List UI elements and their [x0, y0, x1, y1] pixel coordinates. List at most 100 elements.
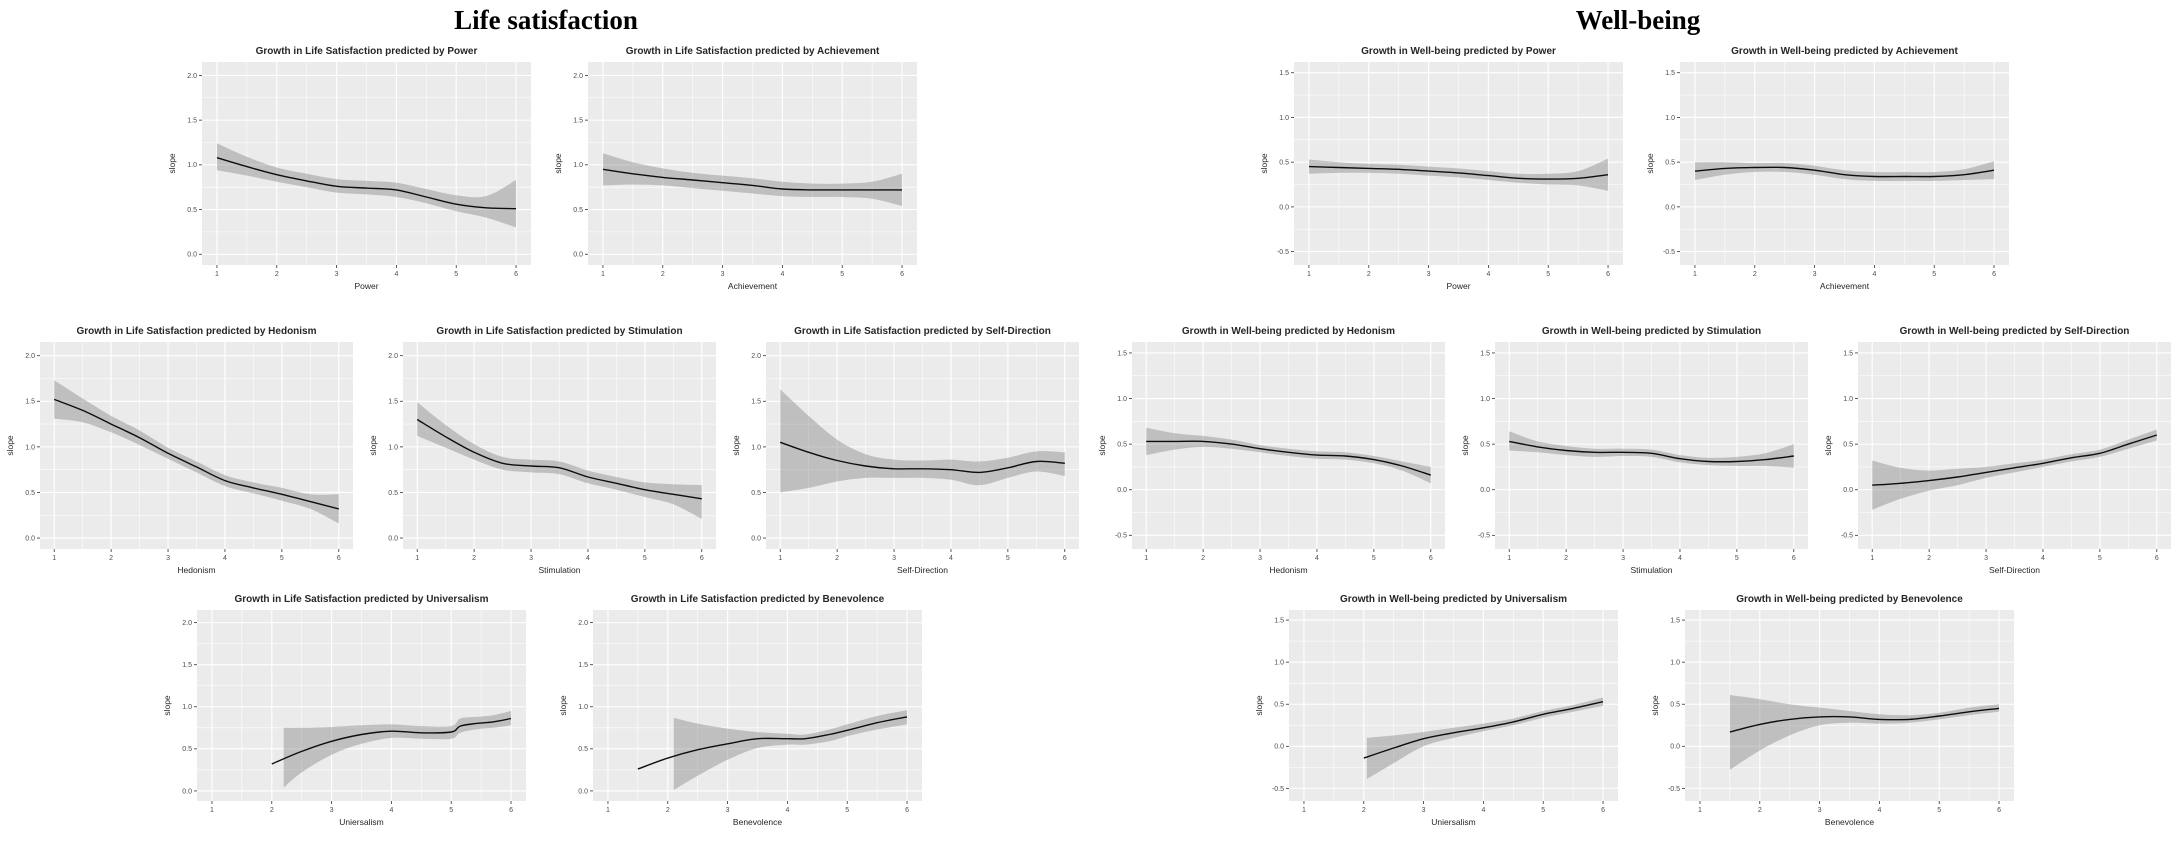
- plot-wb-self-direction: 1 2 3 4 5 6 -0.5 0.0 0.5 1.0 1.5 Growth in Well-bei…: [1822, 322, 2180, 582]
- svg-text:slope: slope: [1650, 695, 1660, 716]
- svg-text:2: 2: [835, 555, 839, 562]
- svg-text:4: 4: [1486, 271, 1490, 278]
- svg-text:Power: Power: [354, 281, 378, 291]
- svg-text:5: 5: [1932, 271, 1936, 278]
- svg-text:5: 5: [845, 807, 849, 814]
- svg-text:6: 6: [1601, 807, 1605, 814]
- svg-text:2: 2: [1564, 555, 1568, 562]
- svg-text:Growth in Life Satisfaction pr: Growth in Life Satisfaction predicted by…: [76, 326, 316, 337]
- chart-svg: 1 2 3 4 5 6 -0.5 0.0 0.5 1.0 1.5 Growth in Well-bei…: [1823, 326, 2171, 575]
- svg-text:slope: slope: [368, 435, 378, 456]
- svg-text:0.5: 0.5: [1274, 702, 1284, 709]
- svg-text:5: 5: [1541, 807, 1545, 814]
- svg-text:1.0: 1.0: [182, 704, 192, 711]
- svg-text:4: 4: [780, 271, 784, 278]
- svg-text:4: 4: [1872, 271, 1876, 278]
- svg-text:1: 1: [215, 271, 219, 278]
- svg-text:6: 6: [1992, 271, 1996, 278]
- svg-text:6: 6: [1792, 555, 1796, 562]
- svg-text:0.5: 0.5: [578, 746, 588, 753]
- svg-text:6: 6: [1063, 555, 1067, 562]
- svg-text:3: 3: [1813, 271, 1817, 278]
- svg-text:1.5: 1.5: [573, 118, 583, 125]
- svg-text:Stimulation: Stimulation: [1630, 565, 1672, 575]
- svg-text:Growth in Life Satisfaction pr: Growth in Life Satisfaction predicted by…: [436, 326, 682, 337]
- svg-text:3: 3: [529, 555, 533, 562]
- plot-row: 1 2 3 4 5 6 0.0 0.5 1.0 1.5 2.0 Growth in Life Sati…: [161, 590, 931, 834]
- svg-text:5: 5: [1937, 807, 1941, 814]
- svg-text:4: 4: [785, 807, 789, 814]
- svg-text:2: 2: [275, 271, 279, 278]
- svg-text:-0.5: -0.5: [1478, 533, 1490, 540]
- svg-text:6: 6: [1429, 555, 1433, 562]
- svg-text:5: 5: [449, 807, 453, 814]
- svg-text:1.5: 1.5: [751, 399, 761, 406]
- svg-text:0.0: 0.0: [1843, 487, 1853, 494]
- svg-text:0.5: 0.5: [573, 207, 583, 214]
- svg-text:3: 3: [1818, 807, 1822, 814]
- svg-text:-0.5: -0.5: [1115, 533, 1127, 540]
- svg-text:Growth in Well-being predicted: Growth in Well-being predicted by Self-D…: [1900, 326, 2130, 337]
- svg-text:1.0: 1.0: [1670, 660, 1680, 667]
- svg-text:2: 2: [1367, 271, 1371, 278]
- svg-text:1: 1: [415, 555, 419, 562]
- svg-text:Growth in Well-being predicted: Growth in Well-being predicted by Benevo…: [1736, 594, 1963, 605]
- svg-text:5: 5: [280, 555, 284, 562]
- svg-text:0.0: 0.0: [573, 252, 583, 259]
- plot-ls-power: 1 2 3 4 5 6 0.0 0.5 1.0 1.5 2.0 Growth in Life Sati…: [166, 42, 540, 298]
- svg-text:slope: slope: [731, 435, 741, 456]
- svg-text:5: 5: [643, 555, 647, 562]
- svg-text:3: 3: [1422, 807, 1426, 814]
- svg-text:0.0: 0.0: [1117, 487, 1127, 494]
- svg-text:6: 6: [1606, 271, 1610, 278]
- svg-text:6: 6: [2155, 555, 2159, 562]
- svg-text:0.5: 0.5: [1480, 442, 1490, 449]
- svg-text:0.5: 0.5: [388, 490, 398, 497]
- svg-text:slope: slope: [1097, 435, 1107, 456]
- svg-text:-0.5: -0.5: [1272, 786, 1284, 793]
- svg-text:5: 5: [1006, 555, 1010, 562]
- svg-text:slope: slope: [162, 695, 172, 716]
- svg-text:Growth in Life Satisfaction pr: Growth in Life Satisfaction predicted by…: [794, 326, 1051, 337]
- svg-text:1.5: 1.5: [1843, 350, 1853, 357]
- svg-text:Growth in Well-being predicted: Growth in Well-being predicted by Hedoni…: [1182, 326, 1395, 337]
- panel-title-well-being: Well-being: [1575, 5, 1701, 35]
- svg-text:6: 6: [337, 555, 341, 562]
- svg-text:Stimulation: Stimulation: [538, 565, 580, 575]
- svg-text:1: 1: [1144, 555, 1148, 562]
- svg-text:Growth in Well-being predicted: Growth in Well-being predicted by Achiev…: [1731, 46, 1958, 57]
- panel-life-satisfaction: Life satisfaction 1 2 3 4 5 6 0.0 0.5 1.0 1.5 2.0 G…: [4, 5, 1088, 834]
- svg-text:1.5: 1.5: [1665, 70, 1675, 77]
- chart-svg: 1 2 3 4 5 6 -0.5 0.0 0.5 1.0 1.5 Growth in Well-bei…: [1460, 326, 1808, 575]
- svg-text:Growth in Life Satisfaction pr: Growth in Life Satisfaction predicted by…: [631, 594, 885, 605]
- svg-text:Power: Power: [1446, 281, 1470, 291]
- svg-text:0.0: 0.0: [182, 788, 192, 795]
- svg-text:0.0: 0.0: [1665, 204, 1675, 211]
- svg-text:Self-Direction: Self-Direction: [1989, 565, 2040, 575]
- svg-text:4: 4: [1315, 555, 1319, 562]
- svg-text:2: 2: [109, 555, 113, 562]
- svg-text:1.0: 1.0: [388, 444, 398, 451]
- svg-text:-0.5: -0.5: [1668, 786, 1680, 793]
- svg-text:Uniersalism: Uniersalism: [339, 817, 383, 827]
- svg-text:5: 5: [1546, 271, 1550, 278]
- svg-text:2: 2: [1753, 271, 1757, 278]
- svg-text:1.0: 1.0: [1843, 396, 1853, 403]
- svg-text:Growth in Well-being predicted: Growth in Well-being predicted by Univer…: [1340, 594, 1567, 605]
- svg-text:3: 3: [335, 271, 339, 278]
- plot-row: 1 2 3 4 5 6 0.0 0.5 1.0 1.5 2.0 Growth in Life Sati…: [166, 42, 926, 298]
- svg-text:3: 3: [1621, 555, 1625, 562]
- svg-text:1.0: 1.0: [1665, 115, 1675, 122]
- svg-text:Hedonism: Hedonism: [177, 565, 215, 575]
- svg-text:Growth in Life Satisfaction pr: Growth in Life Satisfaction predicted by…: [626, 46, 880, 57]
- chart-svg: 1 2 3 4 5 6 -0.5 0.0 0.5 1.0 1.5 Growth in Well-bei…: [1097, 326, 1445, 575]
- svg-text:1: 1: [210, 807, 214, 814]
- plot-ls-stimulation: 1 2 3 4 5 6 0.0 0.5 1.0 1.5 2.0 Growth in Life Sati…: [367, 322, 725, 582]
- svg-text:3: 3: [726, 807, 730, 814]
- plot-row: 1 2 3 4 5 6 0.0 0.5 1.0 1.5 2.0 Growth in Life Sati…: [4, 322, 1088, 582]
- svg-text:5: 5: [840, 271, 844, 278]
- plot-wb-achievement: 1 2 3 4 5 6 -0.5 0.0 0.5 1.0 1.5 Growth in Well-bei…: [1644, 42, 2018, 298]
- svg-text:1.0: 1.0: [25, 444, 35, 451]
- plot-ls-achievement: 1 2 3 4 5 6 0.0 0.5 1.0 1.5 2.0 Growth in Life Sati…: [552, 42, 926, 298]
- svg-text:2.0: 2.0: [751, 353, 761, 360]
